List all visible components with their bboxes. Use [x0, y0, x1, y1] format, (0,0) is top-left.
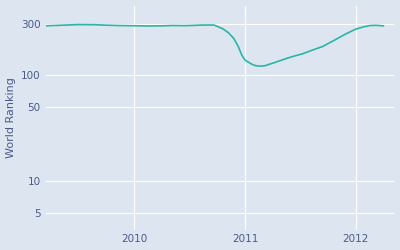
Y-axis label: World Ranking: World Ranking [6, 77, 16, 158]
